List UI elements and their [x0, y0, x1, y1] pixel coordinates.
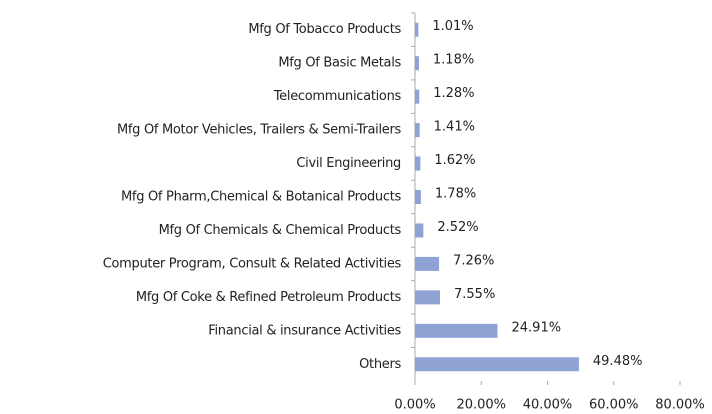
- value-label: 1.62%: [434, 153, 475, 168]
- x-tick-label: 80.00%: [655, 398, 705, 413]
- bar: [415, 156, 421, 171]
- x-tick-label: 0.00%: [394, 398, 435, 413]
- bar: [415, 56, 419, 71]
- bar: [415, 357, 579, 372]
- bar: [415, 323, 498, 338]
- value-label: 1.01%: [432, 19, 473, 34]
- y-tick-label: Mfg Of Coke & Refined Petroleum Products: [136, 290, 402, 305]
- y-tick-label: Mfg Of Pharm,Chemical & Botanical Produc…: [121, 190, 401, 205]
- value-label: 2.52%: [437, 220, 478, 235]
- bar: [415, 256, 440, 271]
- x-tick-label: 40.00%: [523, 398, 573, 413]
- value-label: 1.41%: [434, 120, 475, 135]
- bar: [415, 89, 420, 104]
- value-label: 1.18%: [433, 53, 474, 68]
- bar: [415, 22, 419, 37]
- y-tick-label: Mfg Of Basic Metals: [278, 56, 401, 71]
- value-label: 49.48%: [593, 354, 643, 369]
- y-tick-label: Mfg Of Motor Vehicles, Trailers & Semi-T…: [117, 123, 402, 138]
- y-tick-label: Computer Program, Consult & Related Acti…: [103, 256, 402, 271]
- value-label: 7.26%: [453, 253, 494, 268]
- y-tick-label: Others: [359, 357, 401, 372]
- bar: [415, 190, 421, 204]
- value-label: 1.28%: [433, 86, 474, 101]
- value-label: 24.91%: [512, 320, 562, 335]
- bar: [415, 223, 424, 238]
- y-tick-label: Financial & insurance Activities: [208, 323, 401, 338]
- bar: [415, 290, 441, 305]
- y-tick-label: Mfg Of Tobacco Products: [248, 22, 401, 37]
- value-label: 1.78%: [435, 187, 476, 202]
- x-tick-label: 60.00%: [589, 398, 639, 413]
- value-label: 7.55%: [454, 287, 495, 302]
- x-tick-label: 20.00%: [456, 398, 506, 413]
- y-tick-label: Telecommunications: [273, 89, 402, 104]
- y-tick-label: Civil Engineering: [296, 156, 401, 171]
- bar: [415, 123, 420, 138]
- y-tick-label: Mfg Of Chemicals & Chemical Products: [159, 223, 402, 238]
